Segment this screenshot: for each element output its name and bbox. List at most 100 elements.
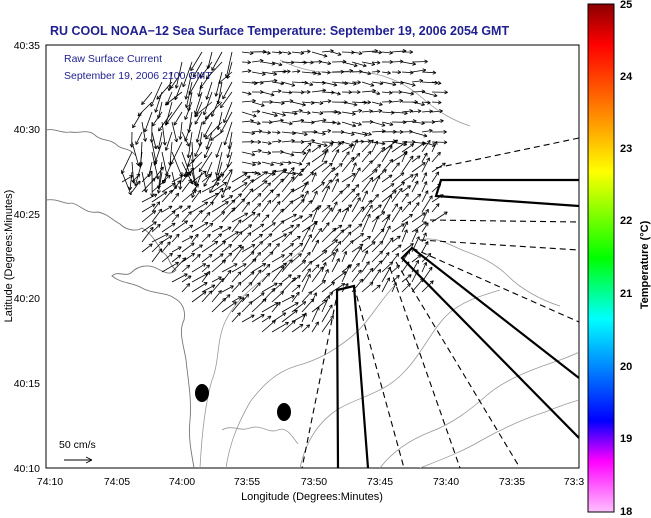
current-vector-head xyxy=(244,182,248,187)
current-vector xyxy=(192,61,203,78)
current-vector-head xyxy=(292,188,295,193)
current-vector-head xyxy=(240,297,245,300)
current-vector xyxy=(134,161,143,186)
current-vector-head xyxy=(158,208,162,211)
current-vector xyxy=(411,229,419,243)
current-vector-head xyxy=(273,73,277,76)
current-vector xyxy=(191,141,194,163)
current-vector-head xyxy=(417,193,421,196)
colorbar-tick-label: 23 xyxy=(620,143,632,155)
current-vector xyxy=(161,174,171,183)
current-vector xyxy=(281,277,296,293)
current-vector xyxy=(391,282,397,293)
current-vector-head xyxy=(294,277,296,282)
current-vector-head xyxy=(322,266,324,271)
current-vector xyxy=(361,90,376,93)
current-vector-head xyxy=(397,253,400,257)
current-vector-head xyxy=(310,261,313,265)
current-vector-head xyxy=(169,235,173,240)
current-vector-head xyxy=(437,102,442,105)
current-vector xyxy=(261,320,276,333)
current-vector-head xyxy=(346,264,351,268)
current-vector xyxy=(361,150,372,163)
current-vector-head xyxy=(203,112,207,116)
current-vector-head xyxy=(223,241,226,245)
current-vector xyxy=(321,295,330,313)
current-vector xyxy=(129,171,133,190)
current-vector-head xyxy=(379,164,381,168)
current-vector-head xyxy=(252,244,256,248)
current-vector-head xyxy=(342,229,345,234)
current-vector-head xyxy=(208,290,213,293)
current-vector xyxy=(281,81,296,86)
current-vector xyxy=(371,164,381,173)
current-vector-head xyxy=(349,224,352,229)
current-vector-head xyxy=(427,253,431,255)
current-vector xyxy=(311,111,323,114)
current-vector xyxy=(311,160,328,173)
current-vector-head xyxy=(300,52,304,55)
current-vector xyxy=(311,205,322,213)
current-vector xyxy=(351,193,360,203)
current-vector-head xyxy=(300,92,305,95)
current-vector-head xyxy=(174,96,176,100)
current-vector-head xyxy=(214,92,217,97)
current-vector-head xyxy=(186,104,189,108)
current-vector xyxy=(202,111,213,125)
current-vector-head xyxy=(190,225,194,229)
current-vector-head xyxy=(394,203,398,206)
current-vector xyxy=(201,240,219,253)
current-vector xyxy=(184,121,193,142)
current-vector-head xyxy=(131,143,134,148)
current-vector-head xyxy=(184,116,186,120)
current-vector xyxy=(311,264,320,273)
current-vector xyxy=(181,167,194,183)
current-vector-head xyxy=(373,241,376,246)
current-vector-head xyxy=(257,174,261,176)
current-vector xyxy=(361,139,374,153)
current-vector xyxy=(341,81,357,85)
current-vector-head xyxy=(298,275,301,279)
current-vector-head xyxy=(423,212,426,217)
current-vector-head xyxy=(323,119,327,123)
plot-frame xyxy=(45,44,580,469)
current-vector xyxy=(271,266,285,283)
current-vector-head xyxy=(284,233,287,238)
current-vector xyxy=(261,131,271,133)
current-vector-head xyxy=(135,162,139,166)
current-vector xyxy=(161,241,171,253)
current-vector xyxy=(191,210,203,223)
current-vector xyxy=(401,185,411,193)
current-vector-head xyxy=(177,214,180,218)
current-vector xyxy=(321,315,334,333)
current-vector xyxy=(301,251,311,263)
current-vector-head xyxy=(174,139,178,143)
current-vector-head xyxy=(229,244,232,248)
current-vector-head xyxy=(293,176,295,181)
current-vector xyxy=(401,110,413,113)
current-vector xyxy=(301,226,311,243)
current-vector-head xyxy=(217,179,221,182)
current-vector-head xyxy=(188,179,192,182)
current-vector xyxy=(421,222,429,233)
current-vector xyxy=(161,121,166,146)
current-vector xyxy=(381,237,394,253)
current-vector-head xyxy=(179,254,182,259)
current-vector-head xyxy=(299,242,303,245)
current-vector xyxy=(401,81,416,86)
current-vector xyxy=(311,250,328,263)
current-vector-head xyxy=(306,324,310,326)
current-vector-head xyxy=(438,100,442,103)
current-vector xyxy=(175,61,183,89)
current-vector-head xyxy=(424,190,429,193)
current-vector-head xyxy=(160,166,164,169)
current-vector-head xyxy=(268,121,273,125)
current-vector-head xyxy=(137,112,140,117)
current-vector xyxy=(321,185,330,203)
current-vector xyxy=(341,111,356,115)
current-vector-head xyxy=(202,170,207,173)
current-vector-head xyxy=(400,82,404,85)
current-vector xyxy=(241,70,252,73)
current-vector-head xyxy=(389,159,393,161)
current-vector xyxy=(194,111,203,125)
